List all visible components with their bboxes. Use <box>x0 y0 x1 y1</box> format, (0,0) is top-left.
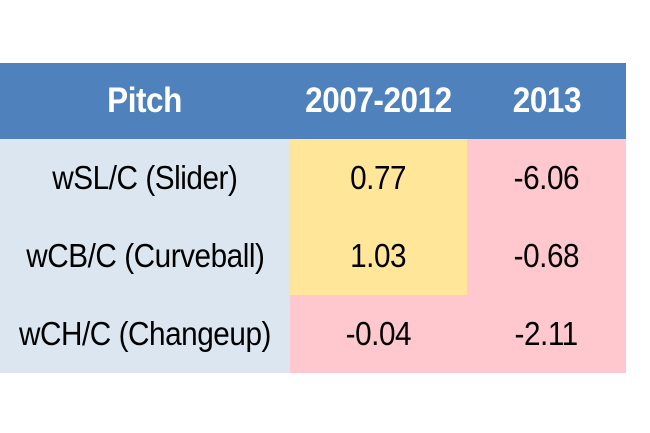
header-cell-pitch: Pitch <box>0 63 290 139</box>
pitch-label-slider: wSL/C (Slider) <box>52 159 238 196</box>
value-cell-curveball-2007-2012: 1.03 <box>290 217 467 295</box>
pitch-label-changeup: wCH/C (Changeup) <box>19 315 271 352</box>
pitch-label-curveball: wCB/C (Curveball) <box>25 237 265 274</box>
value-cell-curveball-2013: -0.68 <box>467 217 626 295</box>
table-row-changeup: wCH/C (Changeup) -0.04 -2.11 <box>0 295 626 373</box>
pitch-cell-slider: wSL/C (Slider) <box>0 139 290 217</box>
value-cell-slider-2007-2012: 0.77 <box>290 139 467 217</box>
value-changeup-2013: -2.11 <box>514 315 579 352</box>
value-cell-changeup-2013: -2.11 <box>467 295 626 373</box>
pitch-cell-changeup: wCH/C (Changeup) <box>0 295 290 373</box>
value-slider-2013: -6.06 <box>513 159 580 196</box>
table-row-curveball: wCB/C (Curveball) 1.03 -0.68 <box>0 217 626 295</box>
pitch-value-table: Pitch 2007-2012 2013 wSL/C (Slider) 0.77… <box>0 63 626 373</box>
header-cell-2013: 2013 <box>467 63 626 139</box>
column-header-pitch: Pitch <box>107 81 183 120</box>
value-slider-2007-2012: 0.77 <box>350 159 407 196</box>
value-curveball-2013: -0.68 <box>513 237 580 274</box>
table-header-row: Pitch 2007-2012 2013 <box>0 63 626 139</box>
header-cell-2007-2012: 2007-2012 <box>290 63 467 139</box>
value-cell-changeup-2007-2012: -0.04 <box>290 295 467 373</box>
value-cell-slider-2013: -6.06 <box>467 139 626 217</box>
value-curveball-2007-2012: 1.03 <box>350 237 407 274</box>
pitch-cell-curveball: wCB/C (Curveball) <box>0 217 290 295</box>
column-header-2007-2012: 2007-2012 <box>305 81 452 120</box>
column-header-2013: 2013 <box>512 81 581 120</box>
table-row-slider: wSL/C (Slider) 0.77 -6.06 <box>0 139 626 217</box>
value-changeup-2007-2012: -0.04 <box>345 315 412 352</box>
